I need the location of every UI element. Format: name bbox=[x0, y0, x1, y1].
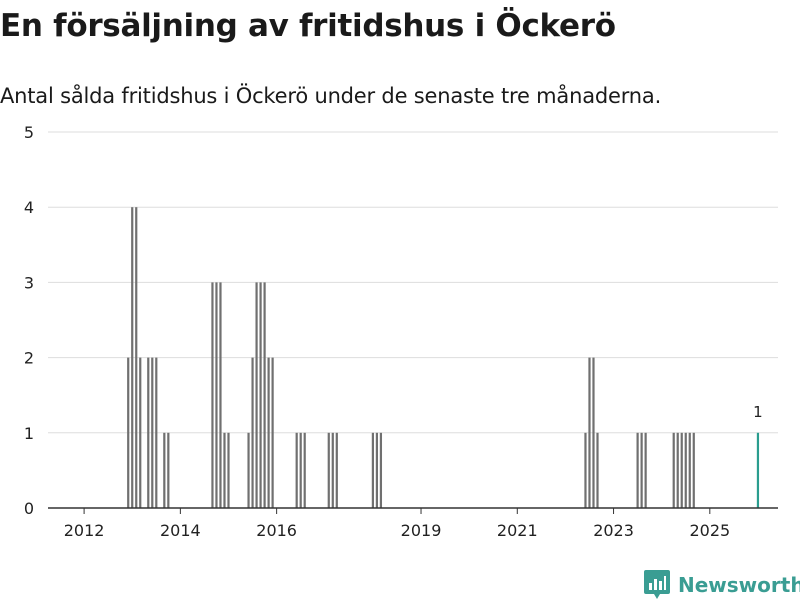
bar bbox=[672, 432, 675, 508]
bar bbox=[371, 432, 374, 508]
highlight-bar bbox=[756, 432, 760, 508]
y-tick-label: 3 bbox=[24, 273, 34, 292]
bar bbox=[251, 357, 254, 508]
bar bbox=[644, 432, 647, 508]
bar bbox=[147, 357, 150, 508]
brand-name: Newsworthy bbox=[678, 573, 800, 597]
x-tick-label: 2023 bbox=[593, 521, 634, 540]
bar bbox=[255, 282, 258, 508]
bar bbox=[219, 282, 222, 508]
bar bbox=[295, 432, 298, 508]
bar bbox=[331, 432, 334, 508]
y-tick-label: 0 bbox=[24, 499, 34, 518]
y-tick-label: 2 bbox=[24, 349, 34, 368]
newsworthy-logo-icon bbox=[644, 570, 670, 599]
bar bbox=[267, 357, 270, 508]
bar bbox=[680, 432, 683, 508]
bar bbox=[211, 282, 214, 508]
bar bbox=[127, 357, 130, 508]
bar bbox=[375, 432, 379, 508]
chart-title: En försäljning av fritidshus i Öckerö bbox=[0, 8, 616, 44]
bar bbox=[139, 357, 142, 508]
bar bbox=[684, 432, 687, 508]
bar bbox=[167, 432, 170, 508]
bar bbox=[688, 432, 691, 508]
bar bbox=[592, 357, 595, 508]
bar bbox=[588, 357, 591, 508]
bar bbox=[584, 432, 587, 508]
brand: Newsworthy bbox=[644, 570, 800, 600]
chart-subtitle: Antal sålda fritidshus i Öckerö under de… bbox=[0, 84, 662, 108]
bar bbox=[692, 432, 695, 508]
bar bbox=[379, 432, 383, 508]
bar bbox=[271, 357, 274, 508]
y-tick-label: 4 bbox=[24, 198, 34, 217]
bar bbox=[327, 432, 330, 508]
x-tick-label: 2014 bbox=[160, 521, 201, 540]
bar bbox=[640, 432, 643, 508]
bar bbox=[163, 432, 166, 508]
bar bbox=[247, 432, 250, 508]
x-tick-label: 2025 bbox=[689, 521, 730, 540]
bar bbox=[151, 357, 154, 508]
bar bbox=[335, 432, 338, 508]
x-tick-label: 2012 bbox=[64, 521, 105, 540]
bar bbox=[223, 432, 226, 508]
bar bbox=[299, 432, 302, 508]
bar bbox=[263, 282, 266, 508]
bar bbox=[596, 432, 599, 508]
bar bbox=[259, 282, 262, 508]
highlight-data-label: 1 bbox=[753, 403, 763, 421]
x-tick-label: 2021 bbox=[497, 521, 538, 540]
x-tick-label: 2016 bbox=[256, 521, 297, 540]
bar bbox=[155, 357, 158, 508]
y-tick-label: 5 bbox=[24, 123, 34, 142]
bar bbox=[227, 432, 230, 508]
bar bbox=[215, 282, 218, 508]
x-tick-label: 2019 bbox=[401, 521, 442, 540]
bar bbox=[135, 207, 138, 508]
y-tick-label: 1 bbox=[24, 424, 34, 443]
bar bbox=[636, 432, 639, 508]
bar bbox=[131, 207, 134, 508]
bar bbox=[676, 432, 679, 508]
bar bbox=[303, 432, 306, 508]
